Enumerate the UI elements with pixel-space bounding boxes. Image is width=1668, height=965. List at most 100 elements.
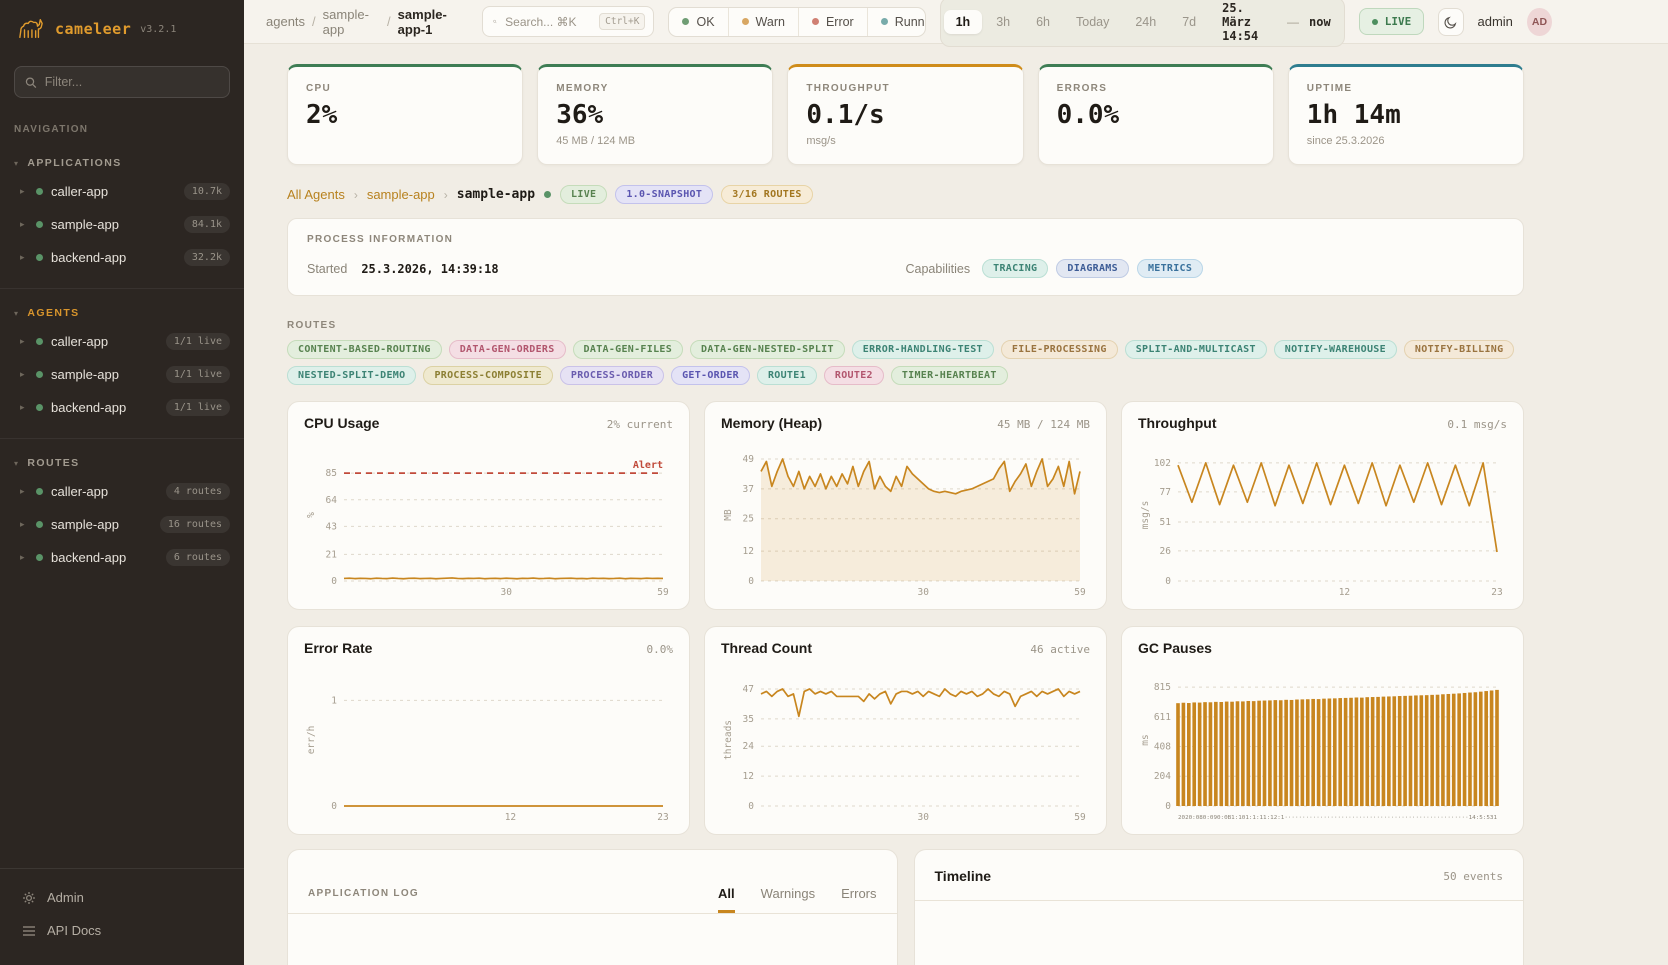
sidebar-item-backend-app[interactable]: ▸ backend-app 1/1 live	[0, 391, 244, 424]
sidebar-item-sample-app[interactable]: ▸ sample-app 16 routes	[0, 508, 244, 541]
status-filter-group: OK Warn Error Running	[668, 6, 926, 37]
svg-text:MB: MB	[723, 509, 734, 521]
chip-file-processing[interactable]: FILE-PROCESSING	[1000, 340, 1118, 359]
sidebar-section-agents[interactable]: ▾ AGENTS	[0, 299, 244, 325]
sidebar-item-badge: 32.2k	[183, 249, 230, 266]
chart-card-error-rate: Error Rate 0.0% 1 0 err/h 12 23	[287, 626, 690, 835]
chip-route1[interactable]: ROUTE1	[756, 366, 817, 385]
started-label: Started	[307, 261, 348, 276]
chip-content-based-routing[interactable]: CONTENT-BASED-ROUTING	[287, 340, 442, 359]
chart-meta: 0.1 msg/s	[1447, 418, 1507, 431]
status-dot	[682, 18, 690, 25]
sidebar-section-applications[interactable]: ▾ APPLICATIONS	[0, 149, 244, 175]
routes-block: ROUTES CONTENT-BASED-ROUTING DATA-GEN-ORD…	[287, 320, 1524, 385]
chip-nested-split-demo[interactable]: NESTED-SPLIT-DEMO	[287, 366, 417, 385]
chevron-right-icon: ▸	[20, 219, 25, 229]
chip-get-order[interactable]: GET-ORDER	[671, 366, 750, 385]
status-filter-error[interactable]: Error	[797, 7, 867, 36]
status-dot	[36, 404, 43, 411]
svg-text:0: 0	[748, 801, 754, 812]
chip-1.0-snapshot: 1.0-SNAPSHOT	[615, 185, 714, 204]
status-dot	[741, 18, 749, 25]
sidebar-item-caller-app[interactable]: ▸ caller-app 4 routes	[0, 475, 244, 508]
avatar[interactable]: AD	[1526, 7, 1552, 36]
menu-icon	[23, 925, 35, 936]
svg-text:49: 49	[743, 454, 755, 465]
stat-label: UPTIME	[1306, 83, 1353, 94]
live-dot	[1371, 18, 1378, 25]
svg-text:12: 12	[1339, 587, 1350, 598]
range-start-date[interactable]: 25. März 14:54	[1222, 0, 1259, 43]
filter-input[interactable]	[44, 75, 219, 89]
sidebar-item-badge: 1/1 live	[165, 399, 230, 416]
status-filter-ok[interactable]: OK	[669, 8, 727, 36]
chip-live: LIVE	[560, 185, 608, 204]
sidebar-item-caller-app[interactable]: ▸ caller-app 1/1 live	[0, 325, 244, 358]
status-filter-label: Warn	[755, 14, 785, 29]
chip-process-order[interactable]: PROCESS-ORDER	[559, 366, 665, 385]
agent-breadcrumb-bar: All Agents › sample-app › sample-app LIV…	[287, 185, 1524, 204]
chevron-right-icon: ▸	[20, 252, 25, 262]
chip-notify-warehouse[interactable]: NOTIFY-WAREHOUSE	[1273, 340, 1397, 359]
chip-split-and-multicast[interactable]: SPLIT-AND-MULTICAST	[1124, 340, 1267, 359]
sidebar-item-caller-app[interactable]: ▸ caller-app 10.7k	[0, 175, 244, 208]
sidebar-section-routes[interactable]: ▾ ROUTES	[0, 449, 244, 475]
time-range-24h[interactable]: 24h	[1123, 10, 1168, 34]
sidebar-item-label: caller-app	[51, 184, 109, 199]
routes-title: ROUTES	[287, 320, 337, 331]
sidebar-item-backend-app[interactable]: ▸ backend-app 32.2k	[0, 241, 244, 274]
svg-text:0: 0	[1165, 801, 1171, 812]
chart-title: Error Rate	[304, 640, 373, 656]
time-range-1h[interactable]: 1h	[943, 9, 983, 34]
log-tab-warnings[interactable]: Warnings	[760, 886, 816, 901]
chip-data-gen-nested-split[interactable]: DATA-GEN-NESTED-SPLIT	[690, 340, 845, 359]
user-name: admin	[1477, 14, 1513, 29]
time-range-today[interactable]: Today	[1064, 10, 1121, 34]
sidebar-footer: Admin API Docs	[0, 868, 244, 965]
svg-text:204: 204	[1154, 771, 1171, 782]
chip-error-handling-test[interactable]: ERROR-HANDLING-TEST	[851, 340, 994, 359]
sidebar-filter[interactable]	[14, 66, 230, 98]
time-range-3h[interactable]: 3h	[984, 10, 1022, 34]
sidebar-item-sample-app[interactable]: ▸ sample-app 84.1k	[0, 208, 244, 241]
status-filter-running[interactable]: Running	[866, 7, 925, 36]
chip-route2[interactable]: ROUTE2	[823, 366, 884, 385]
live-badge[interactable]: LIVE	[1358, 8, 1425, 35]
sidebar-item-label: backend-app	[51, 550, 127, 565]
chevron-sep: ›	[353, 187, 358, 202]
chip-notify-billing[interactable]: NOTIFY-BILLING	[1403, 340, 1515, 359]
svg-text:30: 30	[917, 587, 929, 598]
time-range-7d[interactable]: 7d	[1170, 10, 1208, 34]
agent-link-all[interactable]: All Agents	[287, 187, 345, 202]
svg-text:23: 23	[1491, 587, 1502, 598]
log-tab-errors[interactable]: Errors	[841, 886, 877, 901]
chevron-down-icon: ▾	[14, 308, 20, 318]
stat-value: 2%	[306, 100, 338, 130]
global-search[interactable]: Ctrl+K	[482, 6, 655, 37]
sidebar-item-sample-app[interactable]: ▸ sample-app 1/1 live	[0, 358, 244, 391]
range-end-now[interactable]: now	[1309, 14, 1331, 29]
sidebar-item-admin[interactable]: Admin	[0, 881, 244, 914]
svg-text:77: 77	[1160, 487, 1171, 498]
breadcrumb-sample-app[interactable]: sample-app	[322, 6, 369, 37]
svg-text:64: 64	[326, 495, 338, 506]
sidebar-item-backend-app[interactable]: ▸ backend-app 6 routes	[0, 541, 244, 574]
stat-label: THROUGHPUT	[806, 83, 890, 94]
sidebar-item-api-docs[interactable]: API Docs	[0, 914, 244, 947]
log-tab-all[interactable]: All	[718, 886, 735, 913]
status-filter-warn[interactable]: Warn	[727, 7, 798, 36]
chip-process-composite[interactable]: PROCESS-COMPOSITE	[423, 366, 553, 385]
chip-data-gen-files[interactable]: DATA-GEN-FILES	[572, 340, 684, 359]
time-range-6h[interactable]: 6h	[1024, 10, 1062, 34]
sidebar-item-label: sample-app	[51, 367, 119, 382]
search-input[interactable]	[505, 14, 592, 29]
brand-name: cameleer	[55, 20, 132, 38]
theme-toggle-button[interactable]	[1438, 7, 1464, 36]
chip-data-gen-orders[interactable]: DATA-GEN-ORDERS	[448, 340, 566, 359]
process-info-title: PROCESS INFORMATION	[307, 234, 454, 245]
svg-text:threads: threads	[723, 720, 734, 760]
chip-timer-heartbeat[interactable]: TIMER-HEARTBEAT	[890, 366, 1008, 385]
breadcrumb-agents[interactable]: agents	[266, 14, 306, 29]
agent-link-app[interactable]: sample-app	[366, 187, 435, 202]
